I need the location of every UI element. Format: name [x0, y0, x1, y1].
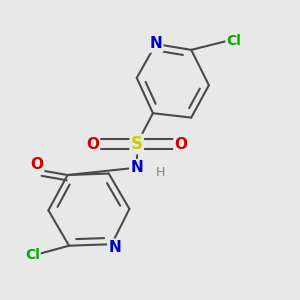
Text: O: O — [30, 157, 43, 172]
Text: Cl: Cl — [25, 248, 40, 262]
Text: N: N — [149, 37, 162, 52]
Text: Cl: Cl — [226, 34, 242, 48]
Text: O: O — [174, 136, 188, 152]
Text: N: N — [130, 160, 143, 175]
Text: S: S — [131, 135, 143, 153]
Text: N: N — [108, 240, 121, 255]
Text: O: O — [86, 136, 99, 152]
Text: H: H — [156, 166, 165, 178]
